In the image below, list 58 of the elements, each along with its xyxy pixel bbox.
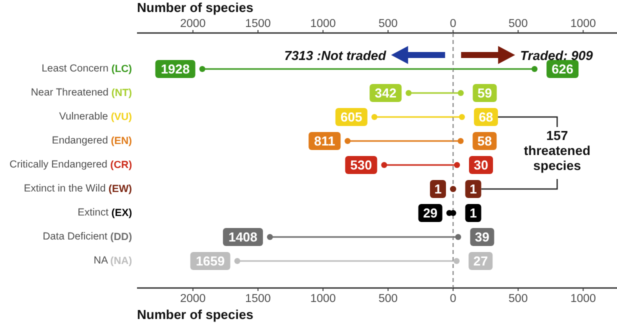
point: [371, 114, 378, 120]
annotation: 7313 :Not traded: [284, 48, 388, 63]
data-label: 1: [470, 205, 477, 220]
x-tick-label: 2000: [180, 293, 206, 305]
data-label: 342: [374, 85, 396, 100]
x2-tick-label: 1000: [570, 18, 596, 30]
data-label: 39: [474, 229, 490, 244]
point: [266, 234, 273, 240]
point: [344, 138, 351, 144]
point: [458, 90, 464, 96]
data-label: 1: [434, 181, 442, 196]
x-tick-label: 500: [508, 293, 528, 305]
y-tick-label: Extinct (EX): [78, 208, 132, 219]
x2-tick-label: 2000: [180, 18, 206, 30]
annotation: Traded: 909: [520, 48, 594, 63]
annotation: 157 threatened species: [524, 128, 590, 173]
point: [458, 114, 465, 120]
x2-tick-label: 0: [450, 18, 456, 30]
y-tick-label: Least Concern (LC): [42, 64, 132, 75]
y-tick-label: Critically Endangered (CR): [10, 160, 132, 171]
point: [406, 90, 412, 96]
data-label: 59: [478, 85, 492, 100]
x2-tick-label: 1000: [310, 18, 336, 30]
x2-tick-label: 500: [508, 18, 528, 30]
x2-tick-label: 500: [378, 18, 398, 30]
y-tick-label: Extinct in the Wild (EW): [24, 184, 132, 195]
y-tick-label: Endangered (EN): [52, 136, 132, 147]
point: [458, 138, 464, 144]
point: [199, 66, 206, 72]
data-label: 1659: [196, 253, 225, 268]
y-tick-label: Vulnerable (VU): [59, 112, 132, 123]
data-label: 68: [478, 109, 494, 124]
x-axis-title: Number of species: [137, 307, 254, 322]
point: [234, 258, 240, 264]
data-label: 811: [314, 133, 336, 148]
x2-tick-label: 1500: [245, 18, 271, 30]
x-tick-label: 1000: [570, 293, 596, 305]
data-label: 29: [423, 205, 438, 220]
x-tick-label: 0: [450, 293, 456, 305]
y-tick-label: NA (NA): [94, 256, 132, 267]
data-label: 58: [477, 133, 492, 148]
data-label: 1: [470, 181, 477, 196]
data-label: 605: [340, 109, 362, 124]
data-label: 530: [350, 157, 372, 172]
x2-axis-title: Number of species: [137, 0, 254, 15]
data-label: 626: [552, 61, 574, 76]
x-tick-label: 500: [378, 293, 398, 305]
data-label: 1928: [160, 61, 190, 76]
data-label: 30: [474, 157, 488, 172]
x-tick-label: 1000: [310, 293, 336, 305]
point: [532, 66, 538, 72]
point: [381, 162, 388, 168]
y-tick-label: Data Deficient (DD): [42, 232, 132, 243]
data-label: 1408: [228, 229, 258, 244]
y-tick-label: Near Threatened (NT): [30, 88, 132, 99]
data-label: 27: [473, 253, 488, 268]
point: [450, 186, 456, 192]
x-tick-label: 1500: [245, 293, 271, 305]
